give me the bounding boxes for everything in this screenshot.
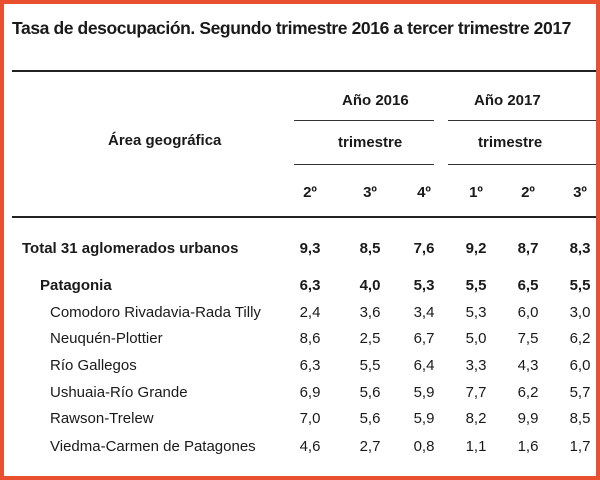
row-label: Río Gallegos [50, 357, 137, 374]
table-cell: 6,7 [413, 330, 435, 347]
table-cell: 7,7 [465, 384, 487, 401]
quarter-header: 2º [521, 184, 535, 201]
table-cell: 6,2 [569, 330, 591, 347]
table-cell: 2,7 [359, 438, 381, 455]
table-cell: 6,2 [517, 384, 539, 401]
table-cell: 4,6 [299, 438, 321, 455]
table-cell: 8,7 [517, 240, 539, 257]
year-2016-rule [294, 120, 434, 121]
row-label: Viedma-Carmen de Patagones [50, 438, 256, 455]
header-bottom-rule [12, 216, 596, 218]
quarter-header: 3º [573, 184, 587, 201]
quarter-header: 2º [303, 184, 317, 201]
table-cell: 8,5 [359, 240, 381, 257]
table-cell: 8,5 [569, 410, 591, 427]
trimestre-2017-rule [448, 164, 596, 165]
table-cell: 5,5 [359, 357, 381, 374]
table-cell: 3,4 [413, 304, 435, 321]
table-cell: 5,5 [465, 277, 487, 294]
table-cell: 3,6 [359, 304, 381, 321]
table-cell: 4,3 [517, 357, 539, 374]
quarter-header: 1º [469, 184, 483, 201]
table-cell: 7,5 [517, 330, 539, 347]
row-label: Ushuaia-Río Grande [50, 384, 188, 401]
row-label: Total 31 aglomerados urbanos [22, 240, 239, 257]
row-label: Rawson-Trelew [50, 410, 154, 427]
table-cell: 5,6 [359, 410, 381, 427]
table-cell: 5,3 [413, 277, 435, 294]
table-cell: 3,3 [465, 357, 487, 374]
table-cell: 6,3 [299, 357, 321, 374]
table-cell: 5,5 [569, 277, 591, 294]
trimestre-2017-header: trimestre [478, 134, 543, 151]
table-cell: 9,3 [299, 240, 321, 257]
table-cell: 5,7 [569, 384, 591, 401]
table-cell: 1,6 [517, 438, 539, 455]
table-cell: 1,1 [465, 438, 487, 455]
quarter-header: 3º [363, 184, 377, 201]
table-cell: 8,2 [465, 410, 487, 427]
table-cell: 5,9 [413, 384, 435, 401]
table-cell: 9,9 [517, 410, 539, 427]
table-cell: 7,0 [299, 410, 321, 427]
table-cell: 6,9 [299, 384, 321, 401]
table-cell: 5,6 [359, 384, 381, 401]
table-cell: 4,0 [359, 277, 381, 294]
table-cell: 6,4 [413, 357, 435, 374]
table-cell: 5,3 [465, 304, 487, 321]
table-cell: 2,4 [299, 304, 321, 321]
table-cell: 0,8 [413, 438, 435, 455]
year-2017-header: Año 2017 [474, 92, 541, 109]
table-cell: 8,6 [299, 330, 321, 347]
row-label: Neuquén-Plottier [50, 330, 163, 347]
table-cell: 9,2 [465, 240, 487, 257]
top-rule [12, 70, 596, 72]
year-2016-header: Año 2016 [342, 92, 409, 109]
table-cell: 6,3 [299, 277, 321, 294]
table-cell: 5,0 [465, 330, 487, 347]
quarter-header: 4º [417, 184, 431, 201]
table-cell: 2,5 [359, 330, 381, 347]
row-label: Patagonia [40, 277, 112, 294]
table-cell: 3,0 [569, 304, 591, 321]
table-cell: 8,3 [569, 240, 591, 257]
row-label: Comodoro Rivadavia-Rada Tilly [50, 304, 261, 321]
table-cell: 1,7 [569, 438, 591, 455]
year-2017-rule [448, 120, 596, 121]
table-cell: 7,6 [413, 240, 435, 257]
area-header: Área geográfica [108, 132, 222, 149]
table-cell: 6,5 [517, 277, 539, 294]
table-cell: 6,0 [569, 357, 591, 374]
trimestre-2016-header: trimestre [338, 134, 403, 151]
trimestre-2016-rule [294, 164, 434, 165]
table-title: Tasa de desocupación. Segundo trimestre … [12, 18, 571, 38]
table-cell: 5,9 [413, 410, 435, 427]
table-cell: 6,0 [517, 304, 539, 321]
